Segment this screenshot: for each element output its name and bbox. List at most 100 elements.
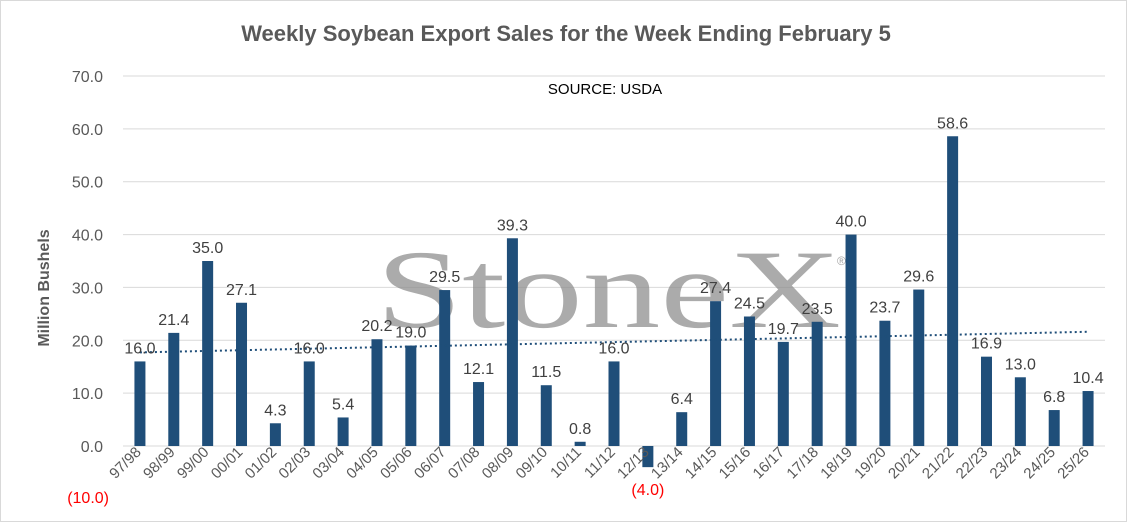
x-tick-label: 00/01 bbox=[208, 444, 247, 483]
data-label: 0.8 bbox=[569, 421, 591, 438]
x-tick-label: 13/14 bbox=[648, 444, 687, 483]
y-tick-label: 70.0 bbox=[72, 69, 103, 86]
data-label: 12.1 bbox=[463, 361, 494, 378]
data-label: 27.4 bbox=[700, 280, 731, 297]
x-tick-label: 23/24 bbox=[987, 444, 1026, 483]
bar bbox=[473, 382, 485, 446]
x-tick-label: 05/06 bbox=[377, 444, 416, 483]
chart-title: Weekly Soybean Export Sales for the Week… bbox=[241, 21, 891, 46]
bar bbox=[845, 234, 857, 446]
bar bbox=[168, 332, 180, 446]
x-tick-label: 21/22 bbox=[919, 444, 958, 483]
x-tick-label: 04/05 bbox=[343, 444, 382, 483]
data-label: 35.0 bbox=[192, 240, 223, 257]
bar bbox=[743, 316, 755, 446]
bar bbox=[1048, 410, 1060, 446]
data-label: 5.4 bbox=[332, 396, 354, 413]
data-label: 6.8 bbox=[1043, 389, 1065, 406]
bar bbox=[506, 238, 518, 446]
bar bbox=[777, 341, 789, 446]
x-tick-label: 99/00 bbox=[174, 444, 213, 483]
data-label: 23.7 bbox=[869, 300, 900, 317]
x-tick-label: 14/15 bbox=[682, 444, 721, 483]
data-labels: 16.021.435.027.14.316.05.420.2 19.029.512… bbox=[124, 115, 1103, 499]
data-label: 6.4 bbox=[671, 391, 693, 408]
data-label: 11.5 bbox=[531, 364, 561, 381]
data-label: 19.7 bbox=[768, 321, 799, 338]
y-tick-label: 40.0 bbox=[72, 228, 103, 245]
y-tick-label-negative: (10.0) bbox=[67, 490, 109, 507]
bar bbox=[947, 136, 959, 446]
data-label: 21.4 bbox=[158, 312, 189, 329]
data-label: (4.0) bbox=[631, 482, 664, 499]
data-label: 16.0 bbox=[294, 340, 325, 357]
y-tick-label: 30.0 bbox=[72, 280, 103, 297]
y-tick-label: 60.0 bbox=[72, 122, 103, 139]
x-tick-label: 15/16 bbox=[716, 444, 755, 483]
data-label: 29.6 bbox=[903, 269, 934, 286]
x-tick-label: 18/19 bbox=[817, 444, 856, 483]
bar bbox=[405, 345, 417, 446]
bar bbox=[337, 417, 349, 446]
bar bbox=[202, 261, 214, 446]
x-tick-label: 19/20 bbox=[851, 444, 890, 483]
x-tick-label: 08/09 bbox=[479, 444, 518, 483]
data-label: 23.5 bbox=[802, 301, 833, 318]
source-annotation: SOURCE: USDA bbox=[548, 81, 662, 98]
y-axis-label: Million Bushels bbox=[36, 229, 53, 346]
x-tick-label: 09/10 bbox=[513, 444, 552, 483]
bar bbox=[811, 321, 823, 446]
bar bbox=[371, 339, 383, 446]
x-tick-label: 16/17 bbox=[750, 444, 789, 483]
y-tick-label: 20.0 bbox=[72, 333, 103, 350]
bar bbox=[980, 356, 992, 446]
data-label: 16.0 bbox=[124, 340, 155, 357]
y-tick-label: 10.0 bbox=[72, 386, 103, 403]
gridlines bbox=[123, 75, 1105, 447]
x-tick-label: 20/21 bbox=[885, 444, 924, 483]
data-label: 16.0 bbox=[598, 340, 629, 357]
data-label: 19.0 bbox=[395, 325, 426, 342]
data-label: 10.4 bbox=[1072, 370, 1103, 387]
x-axis-ticks: 97/9898/9999/0000/0101/0202/0303/0404/05… bbox=[106, 444, 1093, 483]
x-tick-label: 06/07 bbox=[411, 444, 450, 483]
x-tick-label: 22/23 bbox=[953, 444, 992, 483]
data-label: 40.0 bbox=[835, 214, 866, 231]
data-label: 24.5 bbox=[734, 296, 765, 313]
bar bbox=[879, 320, 891, 446]
x-tick-label: 10/11 bbox=[547, 444, 585, 482]
x-tick-label: 03/04 bbox=[309, 444, 348, 483]
x-tick-label: 98/99 bbox=[140, 444, 179, 483]
data-label: 58.6 bbox=[937, 115, 968, 132]
watermark-registered-mark: ® bbox=[837, 254, 846, 268]
data-label: 13.0 bbox=[1005, 356, 1036, 373]
bar bbox=[236, 302, 248, 446]
x-tick-label: 07/08 bbox=[445, 444, 484, 483]
bars bbox=[134, 136, 1094, 468]
x-tick-label: 24/25 bbox=[1020, 444, 1059, 483]
bar bbox=[676, 412, 688, 446]
x-tick-label: 01/02 bbox=[242, 444, 281, 483]
bar bbox=[1082, 391, 1094, 446]
y-tick-label: 50.0 bbox=[72, 175, 103, 192]
x-tick-label: 25/26 bbox=[1054, 444, 1093, 483]
bar bbox=[303, 361, 315, 446]
bar bbox=[134, 361, 146, 446]
bar bbox=[710, 301, 722, 446]
bar bbox=[574, 441, 586, 446]
bar bbox=[269, 423, 281, 446]
data-label: 39.3 bbox=[497, 217, 528, 234]
x-tick-label: 17/18 bbox=[783, 444, 822, 483]
x-tick-label: 11/12 bbox=[581, 444, 619, 482]
x-tick-label: 97/98 bbox=[106, 444, 145, 483]
watermark-logo: StoneX bbox=[376, 228, 841, 352]
data-label: 4.3 bbox=[264, 402, 286, 419]
bar bbox=[642, 446, 654, 468]
data-label: 20.2 bbox=[361, 318, 392, 335]
watermark: StoneX ® bbox=[376, 228, 846, 352]
bar bbox=[913, 289, 925, 446]
x-tick-label: 02/03 bbox=[275, 444, 314, 483]
bar bbox=[608, 361, 620, 446]
